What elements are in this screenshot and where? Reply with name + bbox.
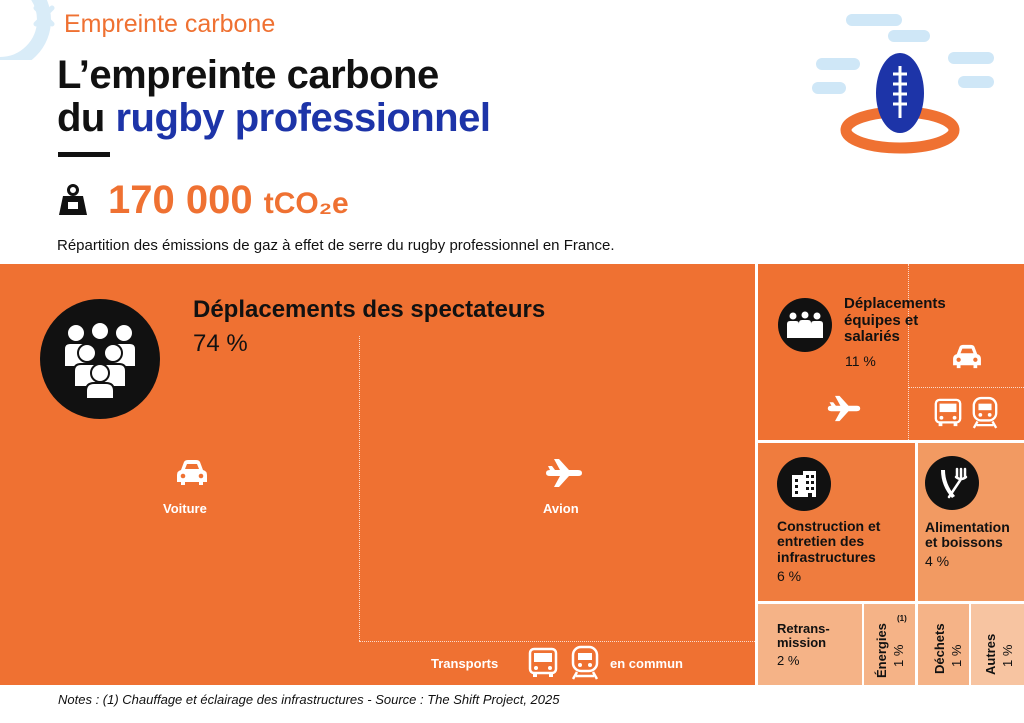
weight-icon	[59, 184, 87, 215]
chart-subtitle: Répartition des émissions de gaz à effet…	[57, 237, 615, 254]
train-icon	[571, 645, 599, 680]
source-notes: Notes : (1) Chauffage et éclairage des i…	[58, 692, 560, 707]
separator	[969, 603, 971, 685]
separator	[757, 601, 1024, 604]
treemap-cell-waste	[917, 603, 970, 685]
title-prefix: du	[57, 96, 116, 140]
transports-label-right: en commun	[610, 656, 683, 671]
construction-percent: 6 %	[777, 568, 802, 584]
train-icon	[972, 396, 998, 429]
bus-icon	[528, 647, 558, 677]
voiture-label: Voiture	[163, 501, 207, 516]
plane-icon	[546, 459, 582, 487]
food-label-line2: et boissons	[925, 534, 1003, 551]
teams-label-line2: équipes et	[844, 311, 919, 329]
spectators-percent: 74 %	[193, 330, 248, 357]
page-title-line2: du rugby professionnel	[57, 96, 491, 141]
construction-label-line1: Construction et	[777, 518, 881, 534]
rugby-ball-icon	[812, 14, 994, 154]
retransmission-label: Retrans- mission	[777, 621, 830, 651]
teams-label-line3: salariés	[844, 328, 900, 345]
plane-icon	[827, 395, 861, 422]
car-icon	[953, 344, 981, 369]
bus-icon	[934, 398, 962, 427]
teams-label-line1: Déplacements	[844, 295, 946, 312]
crowd-icon	[40, 299, 160, 419]
retransmission-percent: 2 %	[777, 653, 800, 668]
page-title-line1: L’empreinte carbone	[57, 53, 439, 97]
treemap-cell-retransmission	[757, 603, 863, 685]
separator	[915, 442, 918, 685]
construction-label-line2: entretien des	[777, 533, 865, 550]
energy-footnote: (1)	[897, 614, 907, 623]
title-highlight: rugby professionnel	[115, 96, 491, 140]
energy-label: Énergies	[874, 623, 889, 678]
cutlery-icon	[925, 456, 979, 510]
food-label: Alimentation et boissons	[925, 519, 1010, 551]
separator	[862, 603, 864, 685]
sub-separator	[908, 387, 1024, 388]
waste-percent: 1 %	[949, 644, 964, 667]
category-label: Empreinte carbone	[64, 10, 276, 38]
retransmission-label-line1: Retrans-	[777, 621, 830, 636]
treemap-cell-teams	[757, 264, 1024, 442]
sub-separator	[359, 641, 755, 642]
building-icon	[777, 457, 831, 511]
treemap-cell-other	[970, 603, 1024, 685]
background-decoration	[0, 0, 55, 60]
total-unit: tCO₂e	[263, 187, 349, 220]
other-percent: 1 %	[1000, 644, 1015, 667]
teams-label: Déplacements équipes et salariés	[844, 295, 946, 346]
avion-label: Avion	[543, 501, 579, 516]
total-value: 170 000	[108, 178, 253, 222]
team-icon	[778, 298, 832, 352]
food-label-line1: Alimentation	[925, 519, 1010, 535]
spectators-label: Déplacements des spectateurs	[193, 296, 546, 323]
energy-percent: 1 %	[891, 644, 906, 667]
other-label: Autres	[983, 633, 998, 675]
waste-label: Déchets	[932, 623, 947, 674]
separator	[755, 264, 758, 685]
treemap-cell-energy	[863, 603, 917, 685]
title-underline	[58, 152, 110, 157]
transports-label-left: Transports	[431, 656, 499, 671]
sub-separator	[359, 336, 360, 641]
total-emissions: 170 000 tCO₂e	[108, 178, 349, 223]
construction-label: Construction et entretien des infrastruc…	[777, 518, 881, 565]
construction-label-line3: infrastructures	[777, 548, 876, 565]
retransmission-label-line2: mission	[777, 635, 827, 651]
sub-separator	[908, 264, 909, 440]
separator	[757, 440, 1024, 443]
food-percent: 4 %	[925, 553, 950, 569]
teams-percent: 11 %	[845, 353, 876, 369]
car-icon	[177, 460, 207, 485]
